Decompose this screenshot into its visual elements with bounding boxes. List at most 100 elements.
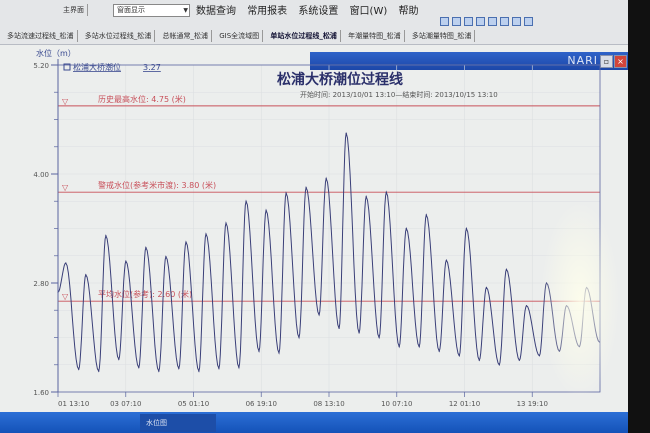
data-point [345,132,347,134]
reference-marker-icon: ▽ [62,97,69,106]
tab-annual-tide[interactable]: 年潮量特图_松浦 [345,30,405,42]
data-point [258,350,260,352]
x-tick-label: 12 01:10 [449,400,480,408]
menu-reports[interactable]: 常用报表 [247,6,288,17]
data-point [458,355,460,357]
chevron-down-icon: ▼ [183,7,188,14]
y-tick-label: 4.00 [33,171,49,179]
tab-strip-1: 主界面 [60,4,90,16]
data-point [565,305,568,307]
data-point [425,214,427,216]
toolbar-icon[interactable] [500,17,509,26]
toolbar-icon[interactable] [476,17,485,26]
data-point [158,370,160,372]
tab-strip-2: 多站流速过程线_松浦 多站水位过程线_松浦 总帐通常_松浦 GIS全流域图 单站… [4,30,477,42]
tab-main[interactable]: 主界面 [60,4,88,16]
data-point [585,286,588,289]
data-point [165,256,167,258]
toolbar-icon[interactable] [524,17,533,26]
data-point [545,282,548,284]
taskbar-item[interactable]: 水位图 [140,414,216,432]
menu-help[interactable]: 帮助 [398,6,419,17]
legend-swatch[interactable] [63,63,71,71]
tab-gis[interactable]: GIS全流域图 [216,30,264,42]
toolbar-icon[interactable] [440,17,449,26]
data-point [138,366,140,369]
data-point [538,355,540,357]
data-point [578,345,581,348]
data-point [465,227,467,230]
y-tick-label: 1.60 [33,389,49,397]
toolbar-icon[interactable] [452,17,461,26]
data-point [398,345,400,348]
menu-window[interactable]: 窗口(W) [349,6,388,17]
data-point [285,192,287,194]
toolbar-icon[interactable] [488,17,497,26]
app-toolbar: 窗面显示 ▼ 数据查询 常用报表 系统设置 窗口(W) 帮助 主界面 多站流速过程… [0,0,628,45]
series-layer [57,132,601,373]
taskbar [0,412,628,433]
legend-current-value: 3.27 [143,63,161,72]
data-point [178,367,180,369]
data-point [105,235,107,237]
data-point [78,368,80,370]
reference-marker-icon: ▽ [62,183,69,192]
tab-multi-flow[interactable]: 多站流速过程线_松浦 [4,30,78,42]
tab-multi-tide[interactable]: 多站潮量特图_松浦 [409,30,476,42]
y-tick-label: 5.20 [33,62,49,70]
tab-summary[interactable]: 总帐通常_松浦 [159,30,212,42]
data-point [478,359,480,361]
data-point [305,187,307,189]
data-point [385,191,387,193]
data-point [245,200,247,202]
data-point [498,364,500,366]
x-tick-label: 03 07:10 [110,400,141,408]
data-point [318,314,320,316]
x-tick-label: 10 07:10 [381,400,412,408]
x-tick-label: 01 13:10 [58,400,89,408]
data-point [265,209,267,211]
x-tick-label: 06 19:10 [246,400,277,408]
view-combo[interactable]: 窗面显示 ▼ [113,4,190,17]
data-point [218,367,220,369]
data-point [298,336,300,339]
data-point [518,359,520,361]
chart-subtitle: 开始时间: 2013/10/01 13:10—结束时间: 2013/10/15 … [300,90,498,99]
y-tick-label: 2.80 [33,280,49,288]
data-point [118,358,120,360]
monitor-bezel [628,0,650,433]
data-point [85,274,87,276]
data-point [358,332,360,334]
data-point [98,370,100,372]
data-point [225,222,227,224]
data-point [485,286,488,289]
data-point [145,246,147,249]
restore-icon[interactable]: ▫ [600,55,613,68]
data-point [365,196,367,198]
reference-marker-icon: ▽ [62,292,69,301]
x-tick-label: 05 01:10 [178,400,209,408]
data-point [525,305,528,307]
close-icon[interactable]: × [614,55,627,68]
data-point [418,345,420,348]
brand-logo: NARI [567,54,598,67]
monitor-screen: 窗面显示 ▼ 数据查询 常用报表 系统设置 窗口(W) 帮助 主界面 多站流速过程… [0,0,628,418]
data-point [378,336,380,339]
x-tick-label: 08 13:10 [313,400,344,408]
menu-data-query[interactable]: 数据查询 [196,6,236,17]
toolbar-icon[interactable] [464,17,473,26]
chart-title: 松浦大桥潮位过程线 [277,71,403,88]
tab-single-level[interactable]: 单站水位过程线_松浦 [267,30,341,42]
chart-window-titlebar: NARI ▫ × [310,52,628,70]
data-point [278,352,280,354]
data-point [558,350,561,352]
grid [57,64,600,393]
toolbar-icon[interactable] [512,17,521,26]
menu-settings[interactable]: 系统设置 [298,6,339,17]
tab-multi-level[interactable]: 多站水位过程线_松浦 [82,30,156,42]
data-point [238,366,240,369]
axes: 01 13:10 03 07:10 05 01:10 06 19:10 08 13:10… [33,59,601,408]
data-point [438,350,440,352]
data-point [65,262,67,264]
x-tick-label: 13 19:10 [517,400,548,408]
